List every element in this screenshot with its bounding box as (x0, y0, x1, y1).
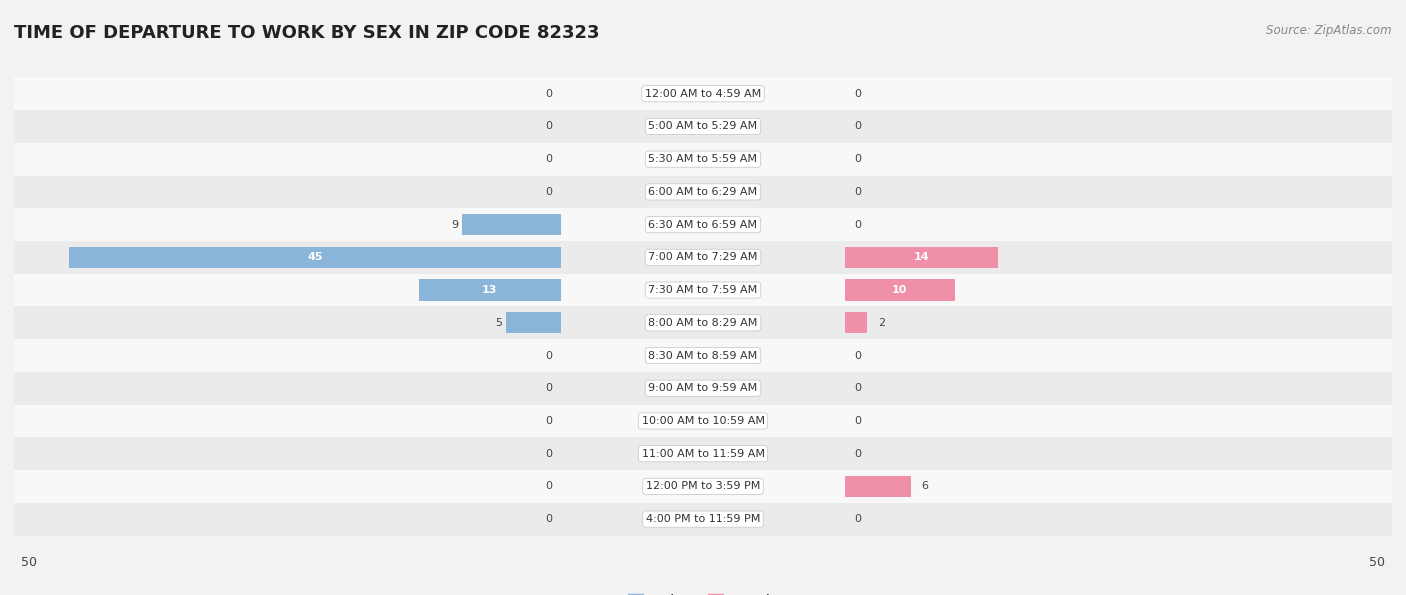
Bar (561, 503, 845, 536)
Text: 12:00 PM to 3:59 PM: 12:00 PM to 3:59 PM (645, 481, 761, 491)
Text: 0: 0 (853, 449, 860, 459)
Bar (561, 405, 845, 437)
Text: 6:00 AM to 6:29 AM: 6:00 AM to 6:29 AM (648, 187, 758, 197)
Bar (845, 280, 955, 300)
Bar (14, 470, 561, 503)
Text: 50: 50 (1369, 556, 1385, 569)
Bar (845, 339, 1392, 372)
Text: 0: 0 (853, 514, 860, 524)
Text: 6: 6 (922, 481, 929, 491)
Bar (561, 176, 845, 208)
Bar (845, 208, 1392, 241)
Bar (845, 470, 1392, 503)
Bar (14, 274, 561, 306)
Text: Source: ZipAtlas.com: Source: ZipAtlas.com (1267, 24, 1392, 37)
Text: 0: 0 (853, 121, 860, 131)
Bar (845, 274, 1392, 306)
Bar (845, 437, 1392, 470)
Text: 9: 9 (451, 220, 458, 230)
Text: 6:30 AM to 6:59 AM: 6:30 AM to 6:59 AM (648, 220, 758, 230)
Bar (845, 405, 1392, 437)
Text: 9:00 AM to 9:59 AM: 9:00 AM to 9:59 AM (648, 383, 758, 393)
Bar (845, 247, 998, 268)
Text: 8:30 AM to 8:59 AM: 8:30 AM to 8:59 AM (648, 350, 758, 361)
Text: 10:00 AM to 10:59 AM: 10:00 AM to 10:59 AM (641, 416, 765, 426)
Bar (14, 176, 561, 208)
Bar (14, 339, 561, 372)
Legend: Male, Female: Male, Female (623, 588, 783, 595)
Bar (845, 503, 1392, 536)
Bar (561, 437, 845, 470)
Text: 0: 0 (853, 154, 860, 164)
Text: 5:30 AM to 5:59 AM: 5:30 AM to 5:59 AM (648, 154, 758, 164)
Bar (14, 143, 561, 176)
Bar (14, 405, 561, 437)
Bar (561, 470, 845, 503)
Bar (561, 77, 845, 110)
Text: 7:00 AM to 7:29 AM: 7:00 AM to 7:29 AM (648, 252, 758, 262)
Bar (14, 503, 561, 536)
Text: 13: 13 (482, 285, 498, 295)
Text: 0: 0 (853, 350, 860, 361)
Bar (69, 247, 561, 268)
Text: 4:00 PM to 11:59 PM: 4:00 PM to 11:59 PM (645, 514, 761, 524)
Text: 0: 0 (546, 481, 553, 491)
Text: 10: 10 (893, 285, 907, 295)
Bar (14, 372, 561, 405)
Bar (561, 143, 845, 176)
Text: 5: 5 (495, 318, 502, 328)
Bar (845, 306, 1392, 339)
Text: 8:00 AM to 8:29 AM: 8:00 AM to 8:29 AM (648, 318, 758, 328)
Text: 2: 2 (877, 318, 886, 328)
Bar (845, 110, 1392, 143)
Text: 50: 50 (21, 556, 37, 569)
Bar (561, 241, 845, 274)
Text: 0: 0 (546, 154, 553, 164)
Bar (14, 241, 561, 274)
Text: 5:00 AM to 5:29 AM: 5:00 AM to 5:29 AM (648, 121, 758, 131)
Bar (561, 274, 845, 306)
Text: 0: 0 (546, 350, 553, 361)
Bar (14, 77, 561, 110)
Bar (561, 110, 845, 143)
Text: 0: 0 (546, 449, 553, 459)
Text: 0: 0 (546, 89, 553, 99)
Text: 0: 0 (546, 187, 553, 197)
Text: TIME OF DEPARTURE TO WORK BY SEX IN ZIP CODE 82323: TIME OF DEPARTURE TO WORK BY SEX IN ZIP … (14, 24, 599, 42)
Bar (845, 176, 1392, 208)
Bar (845, 476, 911, 497)
Bar (845, 77, 1392, 110)
Bar (14, 306, 561, 339)
Bar (419, 280, 561, 300)
Text: 0: 0 (853, 187, 860, 197)
Text: 12:00 AM to 4:59 AM: 12:00 AM to 4:59 AM (645, 89, 761, 99)
Bar (561, 372, 845, 405)
Text: 0: 0 (546, 416, 553, 426)
Bar (561, 339, 845, 372)
Text: 11:00 AM to 11:59 AM: 11:00 AM to 11:59 AM (641, 449, 765, 459)
Text: 0: 0 (853, 220, 860, 230)
Bar (506, 312, 561, 333)
Bar (14, 437, 561, 470)
Bar (561, 306, 845, 339)
Bar (561, 208, 845, 241)
Bar (845, 372, 1392, 405)
Bar (14, 208, 561, 241)
Bar (463, 214, 561, 235)
Bar (845, 241, 1392, 274)
Text: 45: 45 (307, 252, 322, 262)
Text: 0: 0 (853, 383, 860, 393)
Text: 0: 0 (853, 89, 860, 99)
Text: 7:30 AM to 7:59 AM: 7:30 AM to 7:59 AM (648, 285, 758, 295)
Text: 0: 0 (853, 416, 860, 426)
Bar (14, 110, 561, 143)
Text: 14: 14 (914, 252, 929, 262)
Text: 0: 0 (546, 514, 553, 524)
Bar (845, 143, 1392, 176)
Text: 0: 0 (546, 121, 553, 131)
Text: 0: 0 (546, 383, 553, 393)
Bar (845, 312, 868, 333)
